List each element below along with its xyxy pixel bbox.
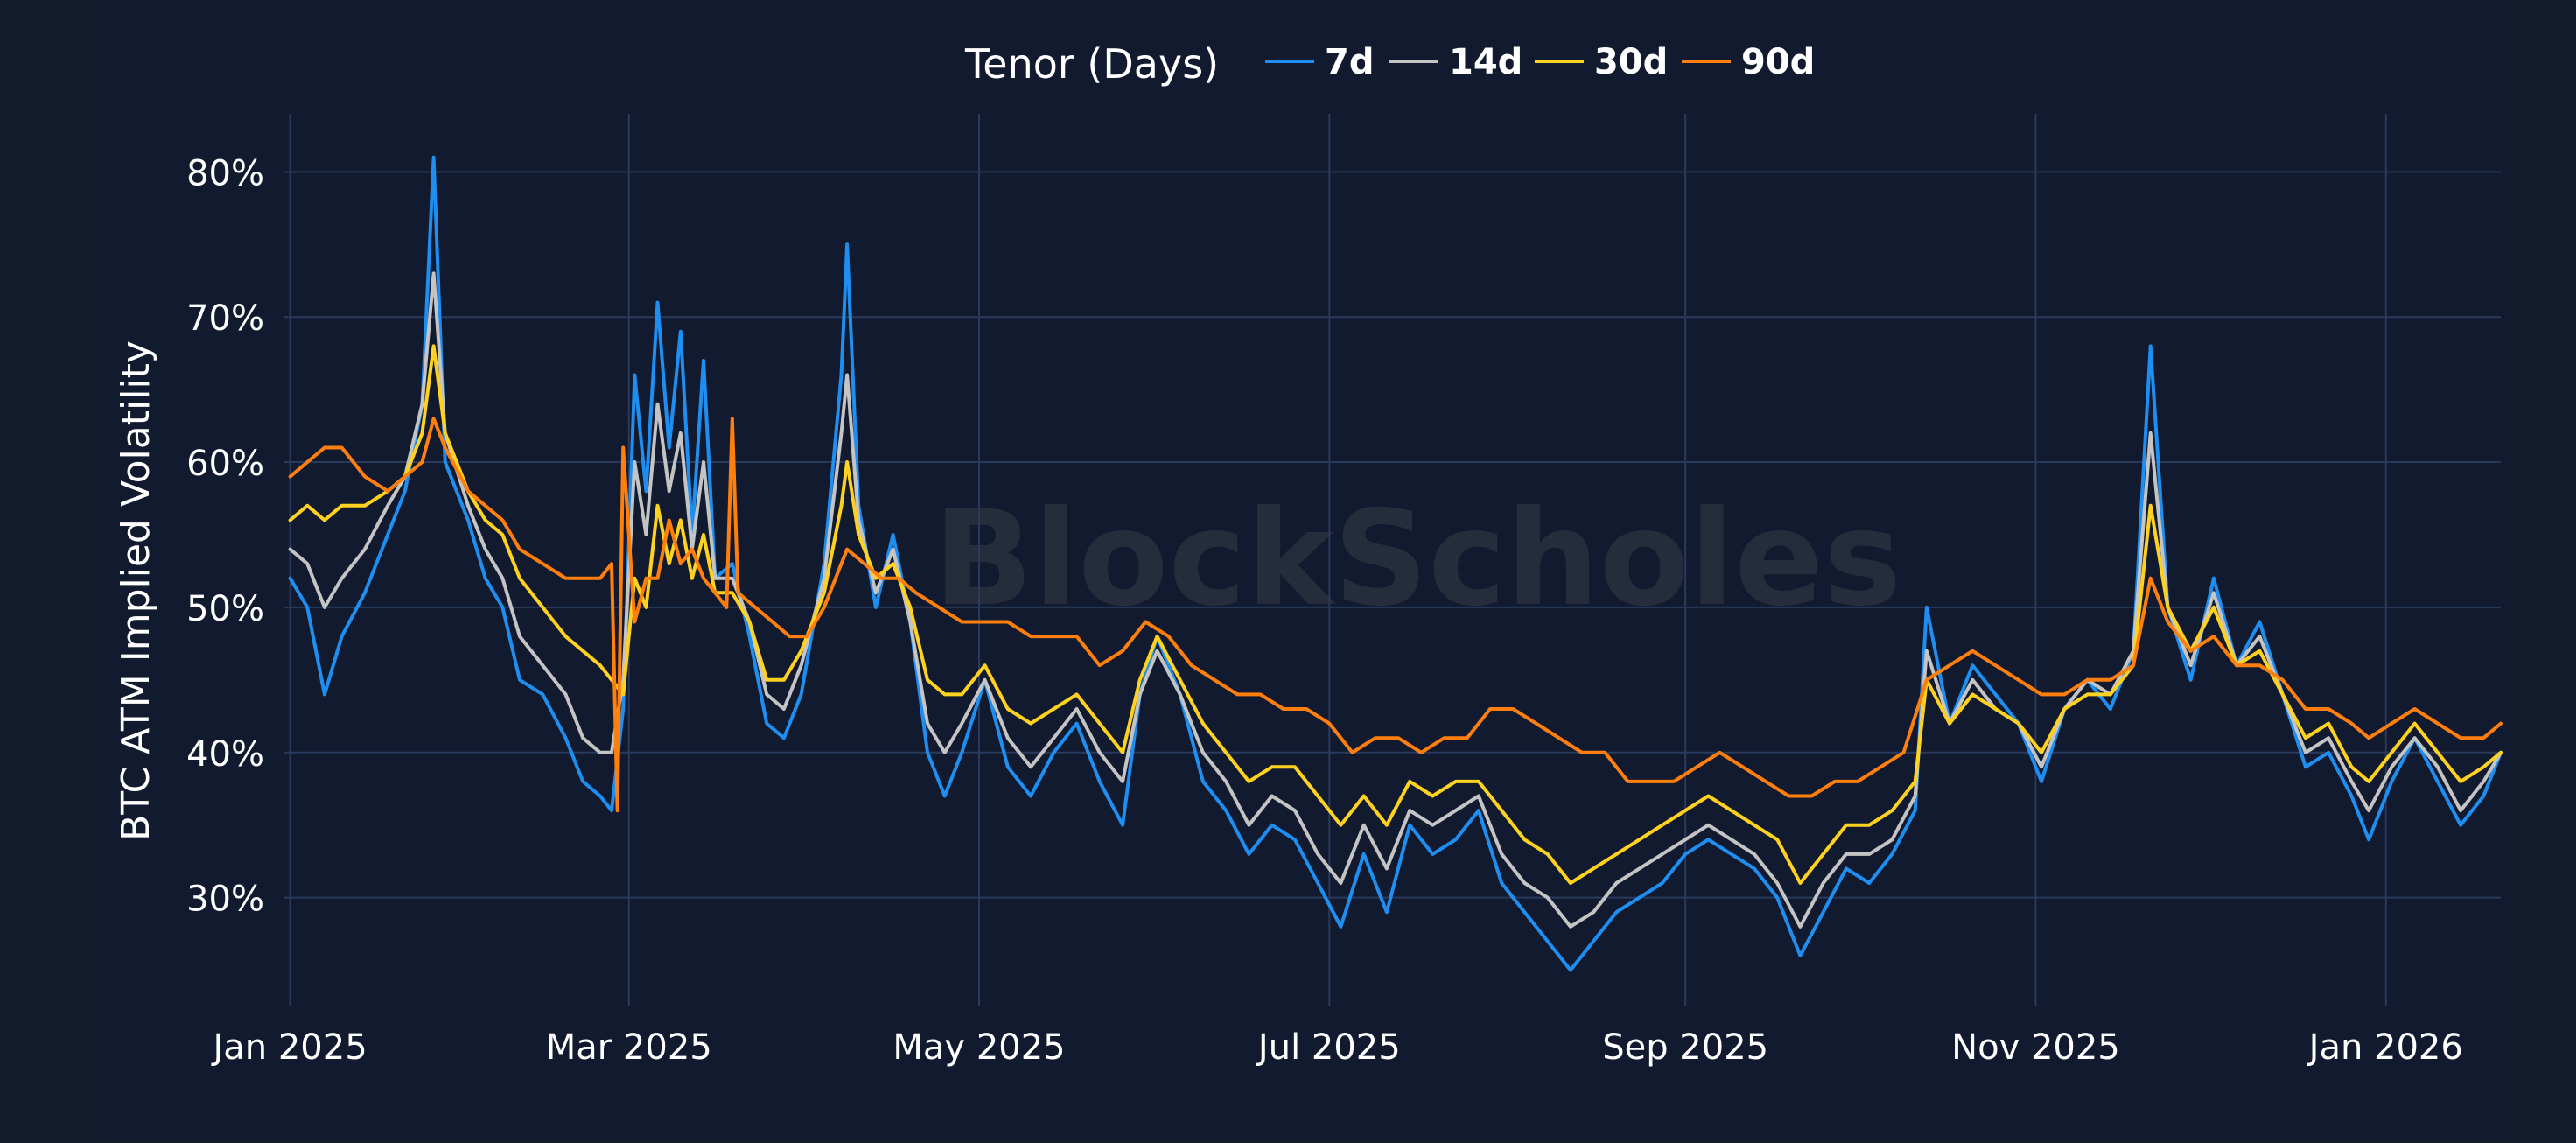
series-layer <box>288 155 2502 972</box>
x-tick-label: Nov 2025 <box>1951 1027 2120 1068</box>
legend-label: 30d <box>1594 42 1668 82</box>
legend-label: 90d <box>1741 42 1815 82</box>
legend-label: 14d <box>1449 42 1522 82</box>
y-tick-label: 60% <box>186 444 264 484</box>
x-tick-label: Jul 2025 <box>1256 1027 1401 1068</box>
legend-label: 7d <box>1325 42 1374 82</box>
y-tick-label: 50% <box>186 589 264 629</box>
legend-item-90d[interactable]: 90d <box>1682 42 1815 82</box>
legend-item-7d[interactable]: 7d <box>1265 42 1374 82</box>
y-tick-label: 40% <box>186 734 264 775</box>
x-tick-label: May 2025 <box>892 1027 1065 1068</box>
y-tick-label: 70% <box>186 298 264 339</box>
y-tick-label: 30% <box>186 880 264 920</box>
legend[interactable]: Tenor (Days) 7d 14d 30d 90d <box>964 40 1815 88</box>
series-line-90d <box>288 417 2502 813</box>
legend-title: Tenor (Days) <box>964 40 1219 88</box>
legend-items: 7d 14d 30d 90d <box>1265 42 1815 82</box>
y-tick-labels: 30% 40% 50% 60% 70% 80% <box>186 153 264 919</box>
y-tick-label: 80% <box>186 153 264 193</box>
x-tick-label: Sep 2025 <box>1602 1027 1768 1068</box>
legend-item-30d[interactable]: 30d <box>1535 42 1668 82</box>
watermark-text: BlockScholes <box>934 483 1902 635</box>
x-tick-label: Jan 2026 <box>2306 1027 2463 1068</box>
legend-item-14d[interactable]: 14d <box>1390 42 1522 82</box>
y-axis-title: BTC ATM Implied Volatility <box>114 340 158 841</box>
series-line-30d <box>288 344 2502 885</box>
x-tick-label: Jan 2025 <box>210 1027 367 1068</box>
x-tick-label: Mar 2025 <box>546 1027 712 1068</box>
x-tick-labels: Jan 2025 Mar 2025 May 2025 Jul 2025 Sep 2025… <box>210 1027 2462 1068</box>
